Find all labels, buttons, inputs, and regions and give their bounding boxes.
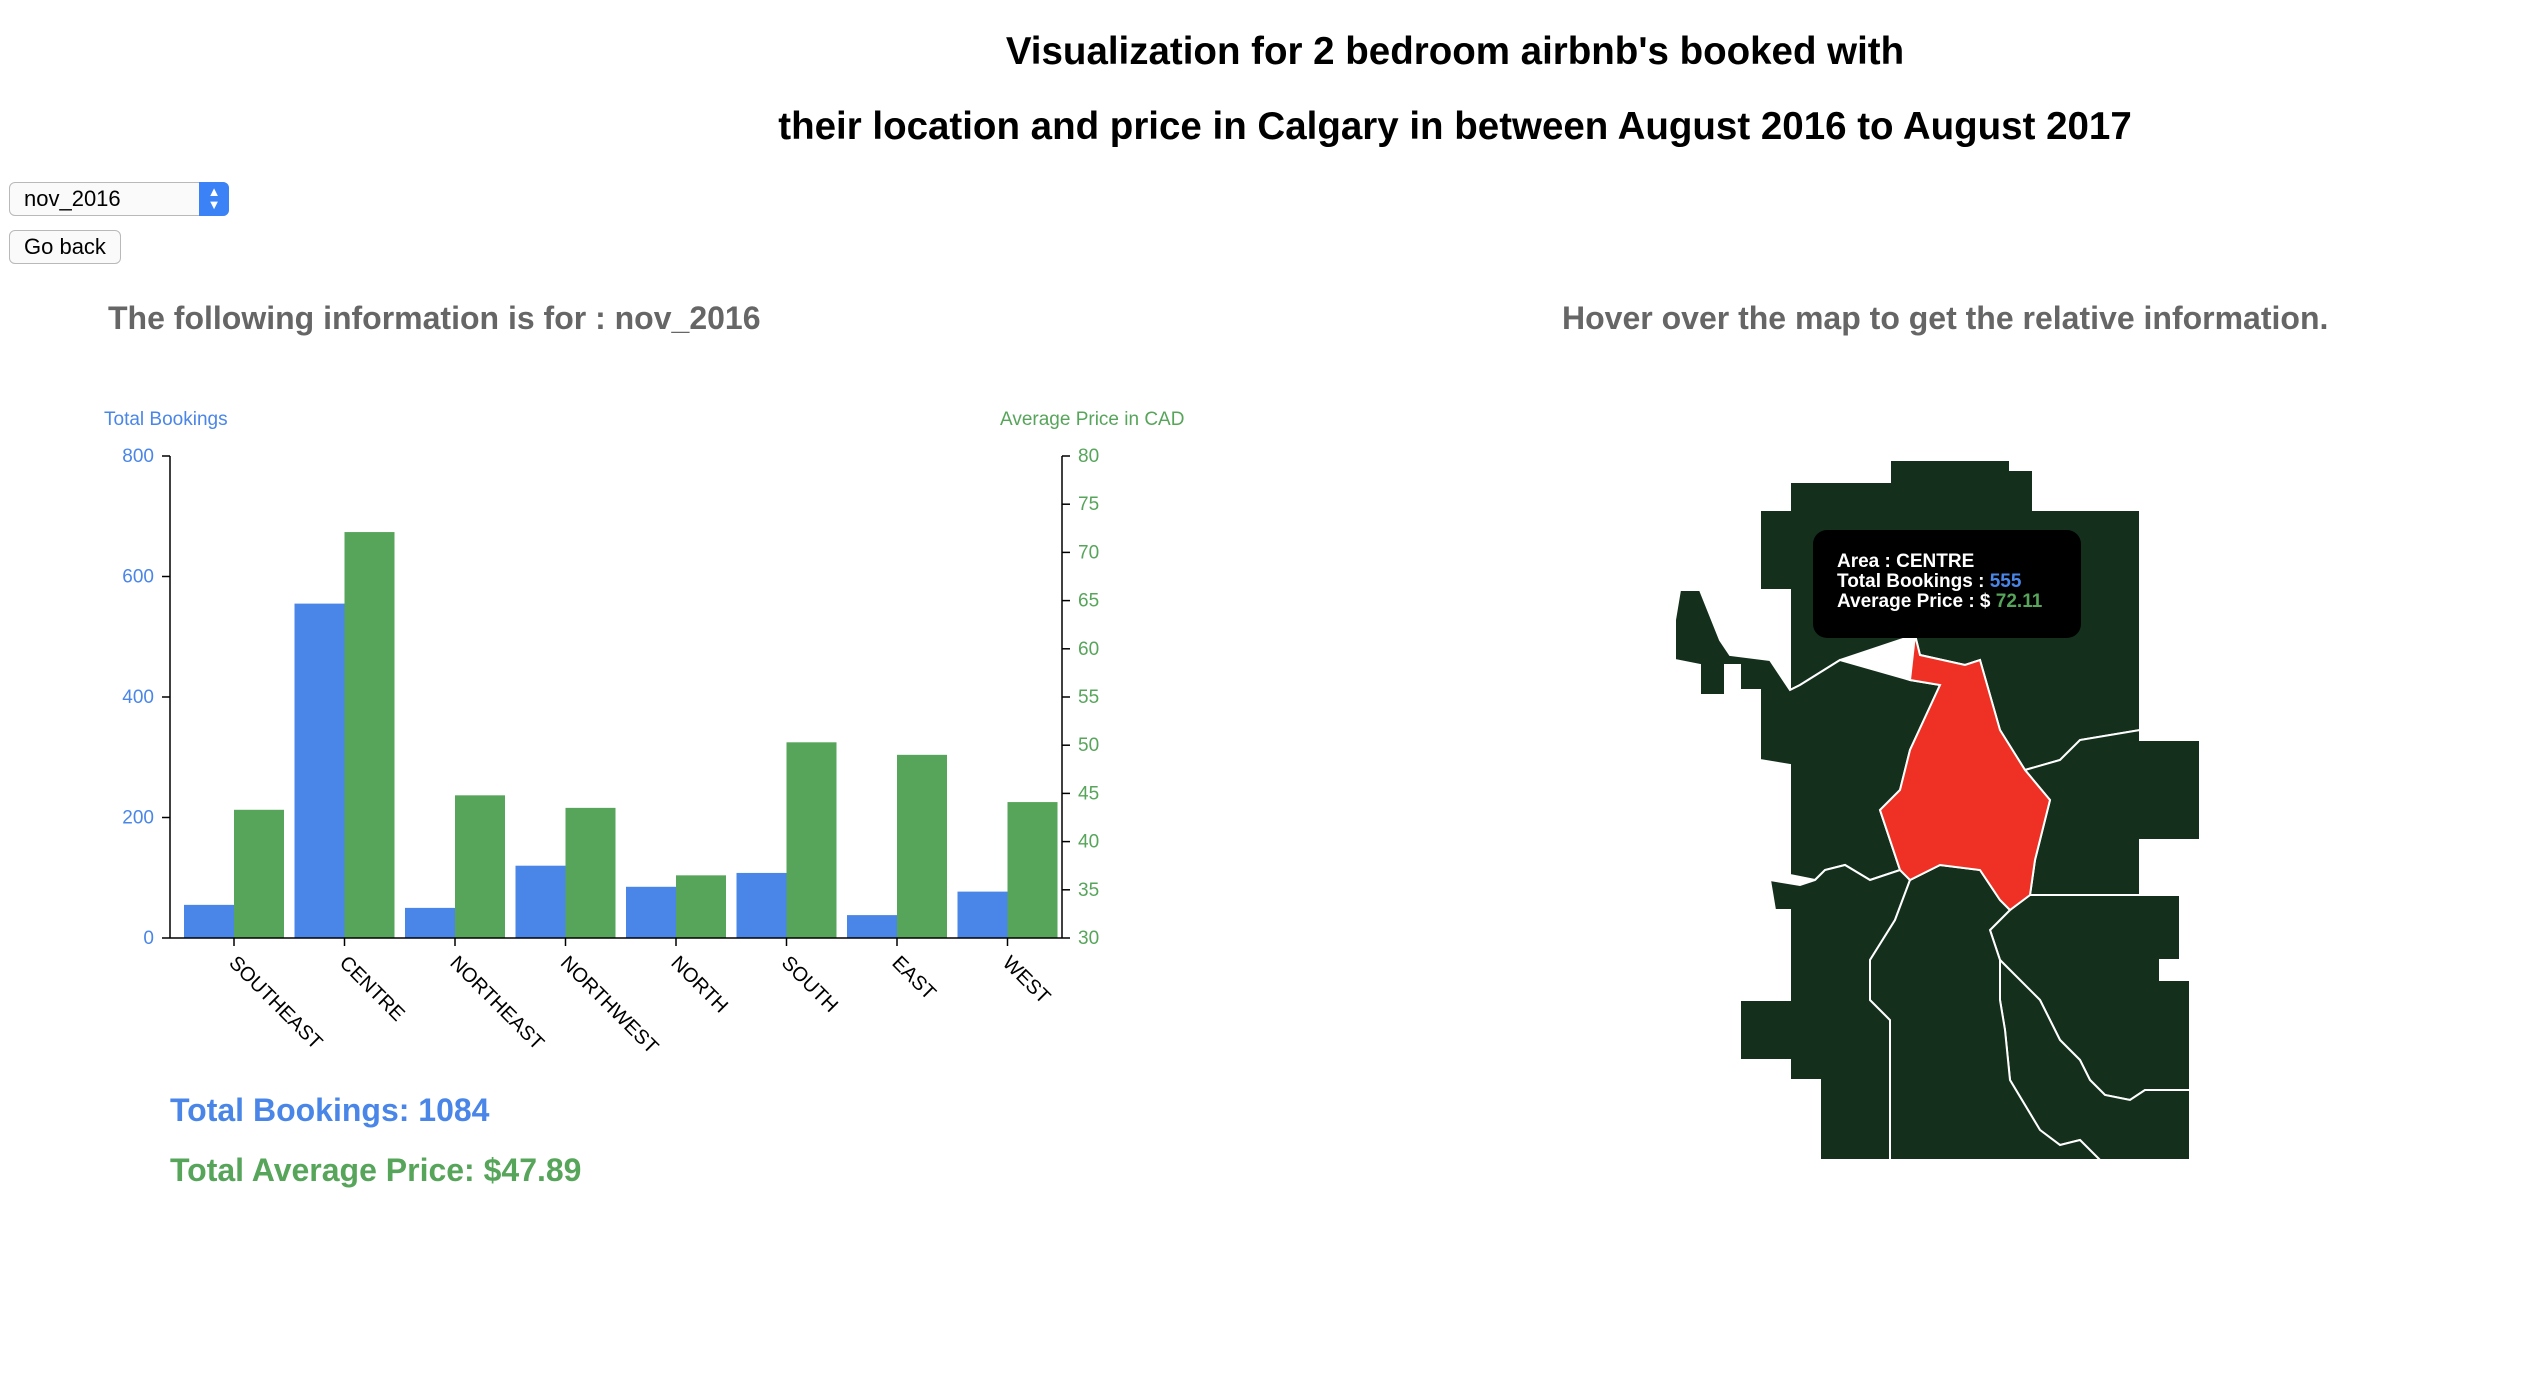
total-bookings: Total Bookings: 1084 <box>170 1092 490 1128</box>
bar-bookings <box>294 603 345 938</box>
bar-chart: Total Bookings Average Price in CAD 0 200 40… <box>104 409 1184 1058</box>
x-tick-label: CENTRE <box>335 952 409 1026</box>
month-select-value: nov_2016 <box>24 186 121 211</box>
controls: nov_2016 ▲ ▼ Go back <box>9 182 229 264</box>
bar-bookings <box>847 915 897 938</box>
bar-price <box>1007 802 1058 938</box>
tooltip-bookings-row: Total Bookings : 555 <box>1837 572 2081 592</box>
x-tick-label: SOUTHEAST <box>224 952 326 1054</box>
y-axis-left-label: Total Bookings <box>104 409 228 430</box>
tooltip-price-row: Average Price : $ 72.11 <box>1837 592 2081 612</box>
y-left-tick-label: 600 <box>122 567 154 588</box>
page-title: Visualization for 2 bedroom airbnb's boo… <box>690 14 2220 164</box>
bar-price <box>676 875 726 938</box>
bar-bookings <box>184 904 234 938</box>
title-line-1: Visualization for 2 bedroom airbnb's boo… <box>1005 30 1905 73</box>
y-right-tick-label: 80 <box>1078 446 1099 467</box>
y-right-tick-label: 75 <box>1078 494 1099 515</box>
y-right-tick-label: 40 <box>1078 832 1099 853</box>
x-tick-label: NORTHWEST <box>556 952 662 1058</box>
tooltip-price-label: Average Price : $ <box>1837 591 1996 612</box>
x-tick-label: NORTH <box>666 952 732 1018</box>
select-arrows-icon[interactable]: ▲ ▼ <box>199 182 229 216</box>
bar-price <box>565 807 616 938</box>
map-region-centre[interactable] <box>1878 634 2052 912</box>
x-tick-label: SOUTH <box>777 952 842 1017</box>
x-tick-label: EAST <box>887 952 940 1005</box>
y-left-tick-label: 800 <box>122 446 154 467</box>
bar-price <box>455 795 505 938</box>
y-right-tick-label: 60 <box>1078 639 1099 660</box>
y-right-tick-label: 65 <box>1078 591 1099 612</box>
map-region-west[interactable] <box>1739 863 1912 1160</box>
go-back-button[interactable]: Go back <box>9 230 121 264</box>
x-tick-label: NORTHEAST <box>445 952 548 1055</box>
bar-bookings <box>957 891 1008 938</box>
tooltip-bookings-value: 555 <box>1989 571 2022 592</box>
tooltip-bookings-label: Total Bookings : <box>1837 571 1990 592</box>
bar-price <box>344 532 395 938</box>
map-instructions: Hover over the map to get the relative i… <box>1562 300 2329 336</box>
y-right-tick-label: 45 <box>1078 783 1099 804</box>
bar-price <box>234 809 284 938</box>
total-average-price: Total Average Price: $47.89 <box>170 1152 582 1188</box>
y-right-tick-label: 55 <box>1078 687 1099 708</box>
bar-price <box>786 742 837 938</box>
tooltip-area: Area : CENTRE <box>1837 551 1975 572</box>
y-axis-right-label: Average Price in CAD <box>1000 409 1184 430</box>
bar-bookings <box>736 872 787 938</box>
y-left-tick-label: 200 <box>122 808 154 829</box>
y-left-tick-label: 0 <box>143 928 154 949</box>
tooltip-price-value: 72.11 <box>1995 591 2043 612</box>
bar-bookings <box>626 886 676 938</box>
info-heading: The following information is for : nov_2… <box>108 300 761 336</box>
bar-bookings <box>405 907 455 938</box>
y-right-tick-label: 30 <box>1078 928 1099 949</box>
title-line-2: their location and price in Calgary in b… <box>778 105 2132 148</box>
month-select[interactable]: nov_2016 ▲ ▼ <box>9 182 229 216</box>
map-tooltip: Area : CENTRE Total Bookings : 555 Avera… <box>1813 530 2081 638</box>
y-right-tick-label: 35 <box>1078 880 1099 901</box>
y-left-tick-label: 400 <box>122 687 154 708</box>
x-tick-label: WEST <box>998 952 1054 1008</box>
y-right-tick-label: 50 <box>1078 735 1099 756</box>
y-right-tick-label: 70 <box>1078 542 1099 563</box>
bar-bookings <box>515 865 566 938</box>
bar-price <box>897 754 947 938</box>
